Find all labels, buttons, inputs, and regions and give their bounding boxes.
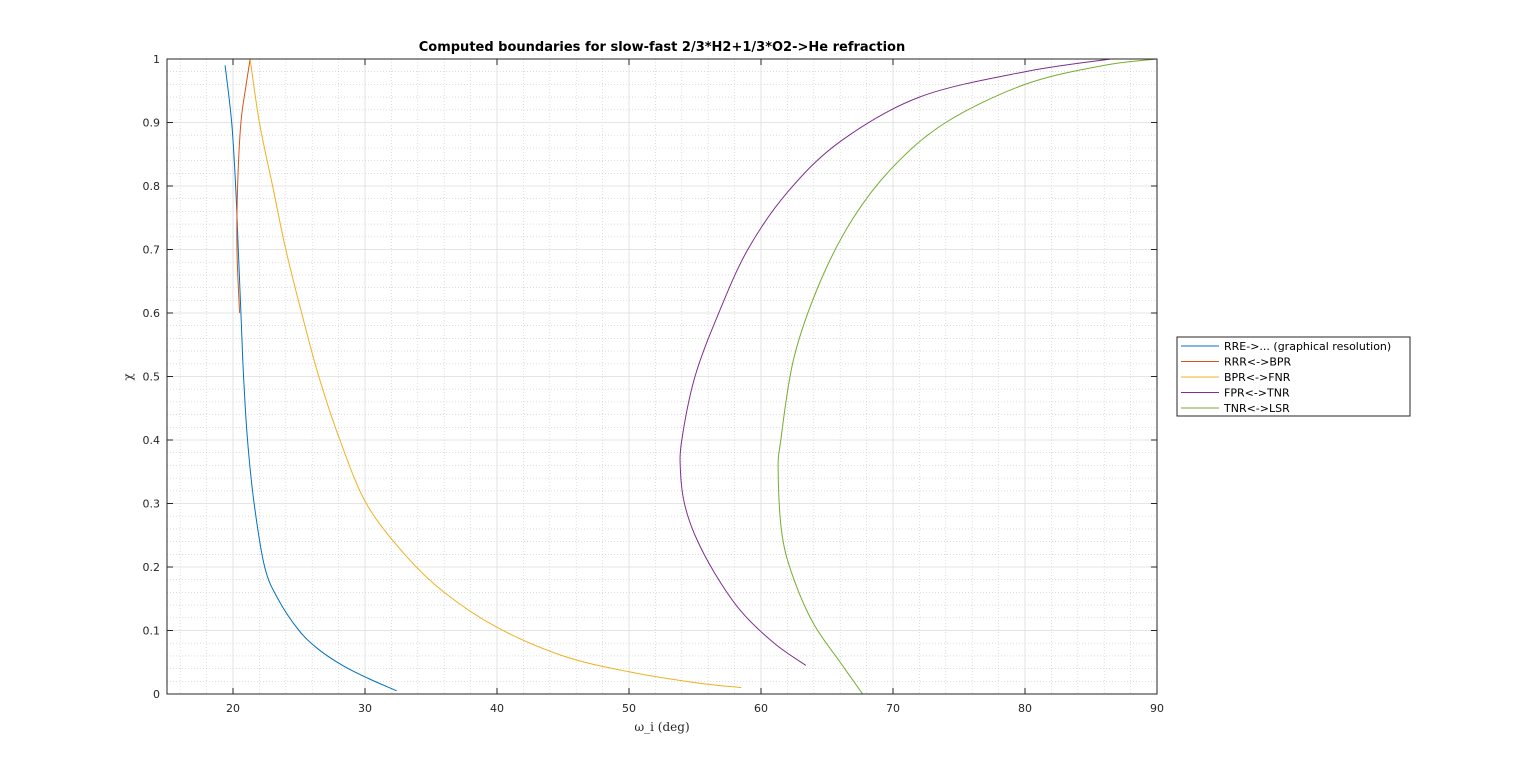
legend: RRE->... (graphical resolution) RRR<->BPR…	[1176, 336, 1411, 417]
series-line-4	[777, 58, 1158, 695]
y-tick-label: 0	[153, 688, 160, 701]
y-tick-label: 0.2	[143, 561, 161, 574]
x-axis-label: ω_i (deg)	[634, 720, 689, 734]
x-tick-label: 30	[358, 702, 372, 715]
y-axis-label: χ	[121, 373, 135, 381]
x-tick-label: 60	[754, 702, 768, 715]
major-grid	[167, 58, 1158, 695]
series-line-1	[236, 58, 251, 314]
legend-entry-label: RRR<->BPR	[1224, 356, 1292, 369]
chart-title: Computed boundaries for slow-fast 2/3*H2…	[419, 40, 906, 55]
y-tick-label: 1	[153, 53, 160, 66]
y-tick-label: 0.1	[143, 625, 161, 638]
legend-entry-label: RRE->... (graphical resolution)	[1224, 340, 1391, 353]
x-tick-label: 40	[490, 702, 504, 715]
x-tick-label: 70	[886, 702, 900, 715]
y-tick-label: 0.5	[143, 371, 161, 384]
y-tick-label: 0.7	[143, 244, 161, 257]
y-tick-label: 0.9	[143, 117, 161, 130]
x-tick-label: 90	[1150, 702, 1164, 715]
y-tick-label: 0.6	[143, 307, 161, 320]
y-tick-labels: 0 0.1 0.2 0.3 0.4 0.5 0.6 0.7 0.8 0.9 1	[143, 53, 161, 701]
series-line-3	[679, 58, 1111, 666]
series-line-0	[224, 65, 397, 692]
tick-marks	[167, 58, 1158, 695]
legend-entry-label: TNR<->LSR	[1223, 402, 1290, 415]
legend-entry-label: BPR<->FNR	[1224, 371, 1291, 384]
y-tick-label: 0.8	[143, 180, 161, 193]
legend-entry-label: FPR<->TNR	[1224, 387, 1290, 400]
y-tick-label: 0.3	[143, 498, 161, 511]
x-tick-label: 80	[1018, 702, 1032, 715]
x-tick-labels: 20 30 40 50 60 70 80 90	[226, 702, 1164, 715]
y-tick-label: 0.4	[143, 434, 161, 447]
x-tick-label: 50	[622, 702, 636, 715]
minor-grid	[167, 59, 1157, 694]
plot-lines	[224, 58, 1158, 695]
x-tick-label: 20	[226, 702, 240, 715]
series-line-2	[249, 58, 742, 689]
